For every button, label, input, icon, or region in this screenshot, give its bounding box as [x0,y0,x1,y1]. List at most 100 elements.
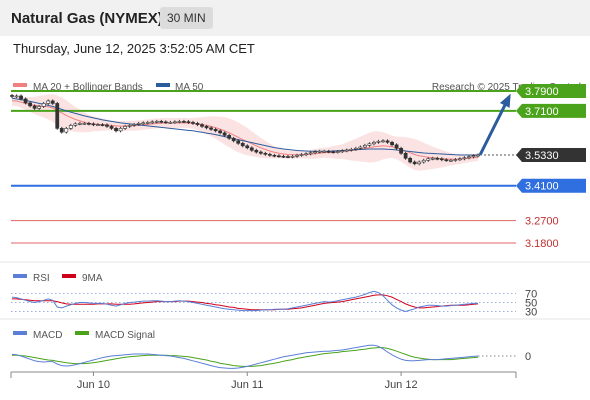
candle-body [105,124,109,127]
candle-body [376,141,381,143]
projection-arrow-layer [478,93,511,156]
candle-body [141,122,146,125]
macd-signal-legend-swatch [75,331,89,335]
candle-body [435,157,440,160]
candle-body [218,130,223,134]
rsi-level-label-50: 50 [525,298,537,310]
candle-body [304,153,308,156]
macd-line [11,344,479,369]
candle-body [430,157,435,160]
candle-body [118,128,123,132]
bollinger-band-layer [12,94,478,171]
level-badge-3.7900 [516,83,586,98]
ma20-legend-swatch [13,83,27,87]
candle-body [195,123,200,125]
level-badge-text-3.7100: 3.7100 [525,106,559,118]
timeframe-badge[interactable]: 30 MIN [160,7,213,29]
candle-body [200,124,204,127]
candle-body [41,103,46,107]
candle-body [209,127,213,130]
candle-body [390,142,394,146]
candle-body [96,124,100,126]
rsi-ma-line [12,294,479,311]
candle-body [150,121,155,124]
candle-body [277,155,281,158]
candle-body [222,132,227,136]
level-badge-3.7100 [516,103,586,118]
candle-body [426,158,431,161]
candle-body [136,123,141,125]
candle-body [290,155,295,158]
candle-body [163,121,168,124]
candle-body [177,121,182,123]
rsi-legend: RSI 9MA [13,273,103,284]
candle-body [249,147,254,151]
candle-body [240,143,245,147]
candle-body [448,159,453,162]
candle-body [172,121,177,124]
level-badge-text-3.7900: 3.7900 [525,86,559,98]
candle-body [245,145,250,149]
ma50-legend-label: MA 50 [175,82,204,93]
candle-body [37,106,42,109]
candle-body [154,121,159,123]
candle-body [109,126,114,129]
candle-body [267,153,272,156]
candle-body [213,129,218,132]
candle-body [227,135,232,139]
target-arrow-head [499,93,511,108]
level-badge-layer: 3.7900 3.7100 3.5330 3.4100 3.2700 3.1800 [516,83,586,250]
candle-body [204,126,209,129]
candle-body [417,161,422,165]
candle-body [331,151,336,154]
candle-body [123,126,128,129]
x-tick-label-Jun 12: Jun 12 [385,379,418,391]
macd-legend-swatch [13,331,27,335]
research-credit: Research © 2025 Trading Central [432,82,581,93]
candle-body [19,95,23,100]
candlestick-layer [10,93,480,166]
candle-body [353,148,358,150]
candle-body [467,156,471,159]
candle-body [50,100,55,104]
candle-body [182,121,186,123]
candle-body [272,154,277,157]
rsi-ma-legend-swatch [62,274,76,278]
chart-datetime: Thursday, June 12, 2025 3:52:05 AM CET [13,41,255,56]
candle-body [82,123,87,125]
macd-panel: 0 [11,344,531,369]
candle-body [263,152,268,155]
chart-header: Natural Gas (NYMEX) 30 MIN [0,0,590,36]
candle-body [23,98,28,104]
rsi-legend-swatch [13,274,27,278]
candle-body [381,140,385,143]
rsi-ma-legend-label: 9MA [82,273,103,284]
candle-body [471,155,476,158]
candle-body [114,128,118,132]
candle-body [68,125,73,129]
candle-body [453,159,458,161]
candle-body [127,125,132,127]
level-badge-text-3.4100: 3.4100 [525,181,559,193]
candle-body [258,151,263,154]
candle-body [344,149,349,152]
candle-body [322,150,327,153]
candle-body [168,122,173,124]
candle-body [159,121,164,123]
candle-body [295,154,299,157]
candle-body [349,148,354,151]
candle-body [55,103,60,129]
candle-body [362,145,367,148]
level-badge-3.5330 [516,148,586,163]
target-arrow-shaft [478,98,510,156]
ma50-legend-swatch [156,83,170,87]
candle-body [10,95,14,97]
candle-body [132,124,137,126]
candle-body [14,95,19,98]
candle-body [476,154,480,157]
candle-body [191,122,195,124]
macd-zero-label: 0 [525,351,531,363]
candle-body [444,159,449,162]
rsi-level-label-30: 30 [525,307,537,319]
level-badge-3.4100 [516,178,586,193]
